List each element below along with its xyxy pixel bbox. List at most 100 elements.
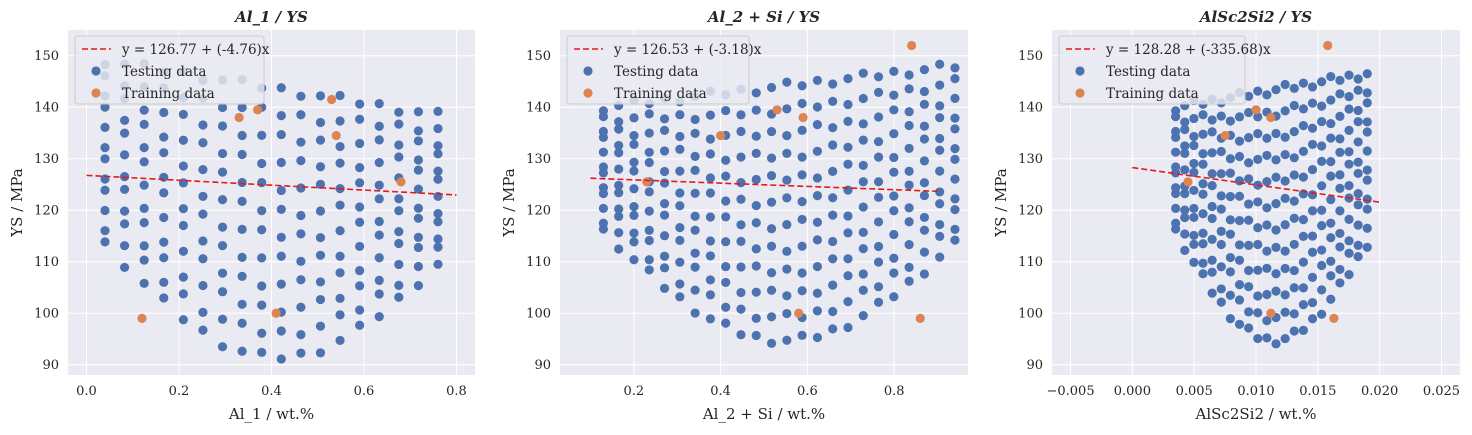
testing-data-point bbox=[276, 83, 286, 93]
testing-data-point bbox=[139, 203, 149, 213]
testing-data-point bbox=[198, 307, 208, 317]
testing-data-point bbox=[1198, 258, 1208, 268]
testing-data-point bbox=[598, 132, 609, 142]
testing-data-point bbox=[904, 239, 914, 250]
testing-data-point bbox=[797, 81, 807, 91]
testing-data-point bbox=[1335, 228, 1345, 239]
testing-data-point bbox=[873, 136, 884, 147]
testing-data-point bbox=[858, 177, 868, 187]
testing-data-point bbox=[1326, 233, 1336, 243]
testing-data-point bbox=[1317, 309, 1327, 319]
points-layer bbox=[1132, 40, 1380, 349]
legend: y = 126.53 + (-3.18)x Testing data Trainin… bbox=[566, 35, 762, 105]
testing-data-point bbox=[1244, 158, 1254, 168]
panel-2: 0.2 0.4 0.6 0.8 90 100 110 120 130 140 150 Al_2 + S… bbox=[500, 8, 968, 423]
y-tick-label: 140 bbox=[34, 101, 59, 116]
testing-data-point bbox=[889, 105, 899, 115]
testing-data-point bbox=[736, 110, 746, 120]
testing-data-point bbox=[100, 122, 110, 132]
training-data-point bbox=[772, 105, 782, 115]
x-tick-label: 0.010 bbox=[1237, 384, 1274, 399]
testing-data-point bbox=[1307, 247, 1318, 257]
training-data-point bbox=[1323, 40, 1333, 51]
testing-data-point bbox=[1180, 212, 1190, 223]
testing-data-point bbox=[812, 217, 823, 227]
testing-data-point bbox=[198, 138, 208, 148]
testing-data-point bbox=[828, 79, 838, 89]
testing-data-point bbox=[1234, 319, 1245, 329]
y-tick-label: 90 bbox=[534, 358, 551, 373]
testing-data-point bbox=[843, 116, 853, 126]
testing-data-point bbox=[1289, 265, 1299, 276]
testing-data-point bbox=[315, 91, 326, 101]
legend-testing-swatch bbox=[583, 66, 593, 76]
testing-data-point bbox=[1171, 112, 1181, 122]
testing-data-point bbox=[1335, 89, 1345, 99]
training-data-point bbox=[1266, 112, 1276, 123]
testing-data-point bbox=[858, 135, 868, 145]
testing-data-point bbox=[178, 315, 188, 325]
testing-data-point bbox=[1234, 280, 1245, 290]
testing-data-point bbox=[751, 88, 761, 98]
testing-data-point bbox=[198, 164, 208, 175]
testing-data-point bbox=[374, 253, 384, 263]
testing-data-point bbox=[614, 148, 624, 158]
testing-data-point bbox=[119, 128, 130, 138]
testing-data-point bbox=[721, 261, 731, 272]
testing-data-point bbox=[257, 300, 267, 310]
testing-data-point bbox=[889, 206, 899, 216]
testing-data-point bbox=[1234, 255, 1245, 265]
training-data-point bbox=[253, 105, 263, 115]
legend-box bbox=[566, 35, 750, 105]
testing-data-point bbox=[644, 235, 654, 246]
testing-data-point bbox=[1353, 74, 1363, 84]
testing-data-point bbox=[217, 222, 228, 232]
testing-data-point bbox=[217, 148, 228, 159]
testing-data-point bbox=[276, 157, 286, 168]
testing-data-point bbox=[675, 257, 685, 267]
testing-data-point bbox=[1180, 205, 1190, 215]
testing-data-point bbox=[721, 196, 731, 206]
testing-data-point bbox=[919, 225, 930, 235]
testing-data-point bbox=[1253, 291, 1263, 301]
testing-data-point bbox=[873, 297, 884, 307]
testing-data-point bbox=[721, 155, 731, 165]
legend-training-swatch bbox=[583, 88, 593, 98]
training-data-point bbox=[1251, 105, 1261, 115]
testing-data-point bbox=[1353, 85, 1363, 95]
testing-data-point bbox=[904, 276, 914, 286]
testing-data-point bbox=[1189, 140, 1199, 151]
chart-title: Al_1 / YS bbox=[233, 8, 308, 26]
training-data-point bbox=[396, 177, 406, 187]
testing-data-point bbox=[237, 224, 247, 234]
testing-data-point bbox=[1344, 180, 1354, 191]
testing-data-point bbox=[659, 251, 670, 261]
testing-data-point bbox=[1289, 326, 1299, 336]
testing-data-point bbox=[1262, 133, 1272, 143]
testing-data-point bbox=[690, 188, 700, 198]
testing-data-point bbox=[198, 254, 208, 264]
testing-data-point bbox=[119, 262, 130, 273]
testing-data-point bbox=[1244, 323, 1254, 333]
x-tick-label: 0.6 bbox=[797, 384, 818, 399]
testing-data-point bbox=[843, 211, 853, 221]
testing-data-point bbox=[413, 213, 424, 223]
testing-data-point bbox=[1207, 181, 1217, 191]
testing-data-point bbox=[1234, 112, 1245, 122]
testing-data-point bbox=[1253, 197, 1263, 207]
testing-data-point bbox=[1326, 171, 1336, 181]
testing-data-point bbox=[690, 225, 700, 235]
testing-data-point bbox=[178, 161, 188, 171]
testing-data-point bbox=[858, 202, 868, 212]
testing-data-point bbox=[374, 275, 384, 285]
testing-data-point bbox=[1262, 246, 1272, 256]
testing-data-point bbox=[935, 101, 945, 111]
legend-box bbox=[1058, 35, 1246, 105]
testing-data-point bbox=[1189, 230, 1199, 241]
testing-data-point bbox=[1189, 131, 1199, 142]
testing-data-point bbox=[873, 152, 884, 162]
testing-data-point bbox=[257, 328, 267, 338]
testing-data-point bbox=[276, 326, 286, 336]
testing-data-point bbox=[1326, 157, 1336, 167]
testing-data-point bbox=[1317, 77, 1327, 87]
